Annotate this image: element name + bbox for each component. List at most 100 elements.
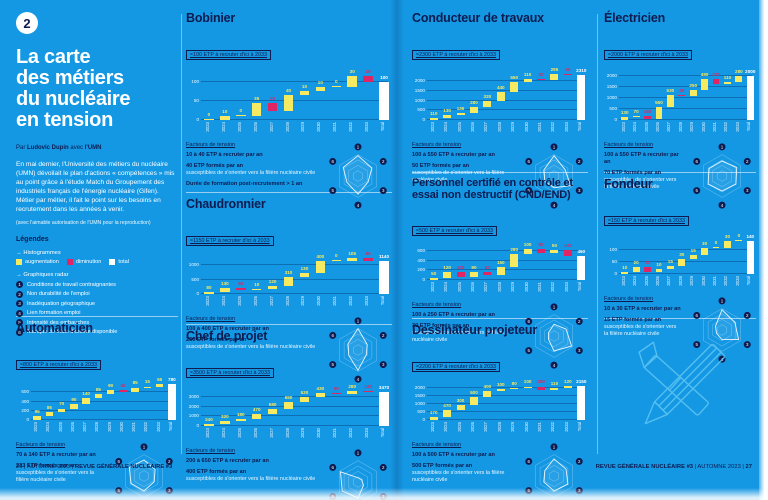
factor-number-badge: 3 — [16, 300, 23, 308]
increase-bar — [666, 95, 674, 107]
svg-text:4: 4 — [553, 203, 556, 208]
bar-value-label: 310 — [284, 269, 293, 275]
bar-value-label: 0 — [335, 79, 338, 85]
bar-value-label: 280 — [510, 246, 519, 252]
x-axis-tick: 2027 — [82, 422, 88, 432]
bar-value-label: 15 — [365, 68, 371, 74]
article-number-badge: 2 — [16, 12, 38, 34]
chart-plot-area: 0 50 100 0 10 0 35 20 40 10 10 0 30 15 100 — [191, 68, 392, 122]
increase-bar — [251, 288, 262, 290]
increase-bar — [70, 404, 78, 409]
trained-per-year-fact: 40 ETP formés par an susceptibles de s'or… — [186, 163, 318, 177]
bar-value-label: 130 — [221, 280, 229, 286]
bar-value-label: 20 — [538, 71, 544, 77]
bar-value-label: 40 — [679, 87, 685, 93]
x-axis-tick: 2029 — [300, 296, 306, 306]
profession-title: Conducteur de travaux — [412, 11, 544, 25]
recruits-per-year-fact: 10 à 30 ETP à recruter par an — [604, 306, 681, 313]
zero-bar — [735, 239, 743, 241]
y-axis-tick: 50 — [611, 259, 617, 265]
section-divider — [604, 172, 756, 173]
title-line: en tension — [16, 109, 114, 132]
y-axis-tick: 400 — [21, 398, 29, 404]
section-personnel-certifie-cnd-end: Personnel certifié en contrôle et essai … — [412, 177, 588, 370]
svg-text:2: 2 — [578, 159, 581, 164]
profession-title: Bobinier — [186, 11, 236, 25]
legend-label: total — [118, 259, 129, 266]
y-axis-tick: 3000 — [188, 393, 199, 399]
bar-value-label: 100 — [380, 74, 388, 80]
svg-text:5: 5 — [332, 188, 335, 193]
decrease-bar — [563, 250, 572, 257]
total-bar — [379, 81, 389, 121]
x-axis-tick: 2023 — [429, 122, 435, 132]
x-axis-tick: 2026 — [654, 276, 660, 286]
x-axis-tick: 2025 — [643, 122, 649, 132]
x-axis-tick: 2029 — [510, 282, 516, 292]
increase-bar — [236, 418, 246, 421]
x-axis-tick: 2024 — [632, 122, 638, 132]
factor-label: Inadéquation géographique — [27, 300, 96, 307]
increase-bar — [701, 248, 709, 256]
increase-bar — [347, 258, 357, 262]
x-axis-tick: 2029 — [689, 276, 695, 286]
increase-bar — [632, 267, 640, 272]
x-axis-tick: 2031 — [537, 282, 543, 292]
bar-value-label: 110 — [523, 72, 532, 78]
bar-value-label: 150 — [643, 108, 652, 114]
bar-value-label: 200 — [537, 379, 545, 385]
gridline — [201, 405, 388, 407]
increase-bar — [469, 107, 478, 113]
increase-bar — [155, 383, 164, 387]
gridline — [201, 293, 388, 295]
increase-bar — [689, 90, 697, 96]
x-axis-tick: 2031 — [332, 296, 338, 306]
y-axis-tick: 1000 — [606, 94, 617, 100]
bar-value-label: 180 — [236, 411, 245, 417]
gridline — [427, 387, 584, 389]
article-number: 2 — [23, 15, 31, 31]
svg-text:1: 1 — [553, 445, 556, 450]
chart-plot-area: 0 500 1000 1500 2000 110 130 135 280 320 440 550 110… — [415, 67, 588, 122]
bar-value-label: 90 — [471, 265, 477, 271]
x-axis-tick: 2026 — [654, 122, 660, 132]
tension-factors-text: Facteurs de tension 100 à 400 ETP à recru… — [186, 316, 318, 384]
x-axis-tick: 2027 — [268, 122, 274, 132]
svg-text:2: 2 — [382, 159, 385, 164]
x-axis-tick: 2033 — [155, 422, 161, 432]
bar-value-label: 40 — [120, 382, 126, 388]
bar-value-label: 50 — [551, 243, 558, 249]
svg-text:4: 4 — [357, 203, 360, 208]
x-axis-tick: 2023 — [429, 422, 435, 432]
trained-per-year-rest: susceptibles de s'orienter vers la filiè… — [604, 177, 677, 191]
bar-value-label: 0 — [207, 112, 211, 118]
tension-factors-block: Facteurs de tension 70 à 140 ETP à recrut… — [16, 442, 178, 500]
histograms-label: → Histogrammes — [16, 250, 61, 257]
tension-factors-block: Facteurs de tension 100 à 400 ETP à recru… — [186, 316, 392, 384]
chart-plot-area: 0 200 400 600 95 85 70 90 140 85 90 40 85 15 65 780 — [21, 377, 178, 422]
y-axis-tick: 500 — [417, 107, 425, 113]
x-axis-tick: 2031 — [712, 122, 718, 132]
y-axis-tick: 600 — [21, 389, 29, 395]
x-axis-labels: 2023 2024 2025 2026 2027 2028 2029 2030 2031 2032… — [201, 120, 392, 135]
x-axis-tick: 2025 — [236, 296, 242, 306]
bar-value-label: 110 — [429, 110, 438, 116]
column-divider — [181, 14, 182, 454]
gridline — [427, 403, 584, 405]
bar-value-label: 120 — [564, 379, 572, 384]
x-axis-tick: Total — [380, 122, 386, 132]
x-axis-tick: 2033 — [563, 422, 569, 432]
etp-target-badge: ≈150 ETP à recruter d'ici à 2033 — [604, 216, 690, 227]
tension-factors-title: Facteurs de tension — [412, 302, 462, 309]
x-axis-tick: Total — [380, 296, 386, 306]
bar-value-label: 85 — [365, 251, 371, 257]
bar-value-label: 10 — [656, 262, 662, 268]
bar-value-label: 15 — [690, 248, 696, 254]
x-axis-tick: 2027 — [483, 122, 489, 132]
profession-title: Dessinateur projeteur — [412, 323, 538, 337]
y-axis-tick: 1000 — [188, 413, 199, 419]
bar-value-label: 2000 — [745, 68, 756, 74]
x-axis-tick: 2028 — [284, 296, 290, 306]
bar-value-label: 15 — [667, 258, 673, 264]
